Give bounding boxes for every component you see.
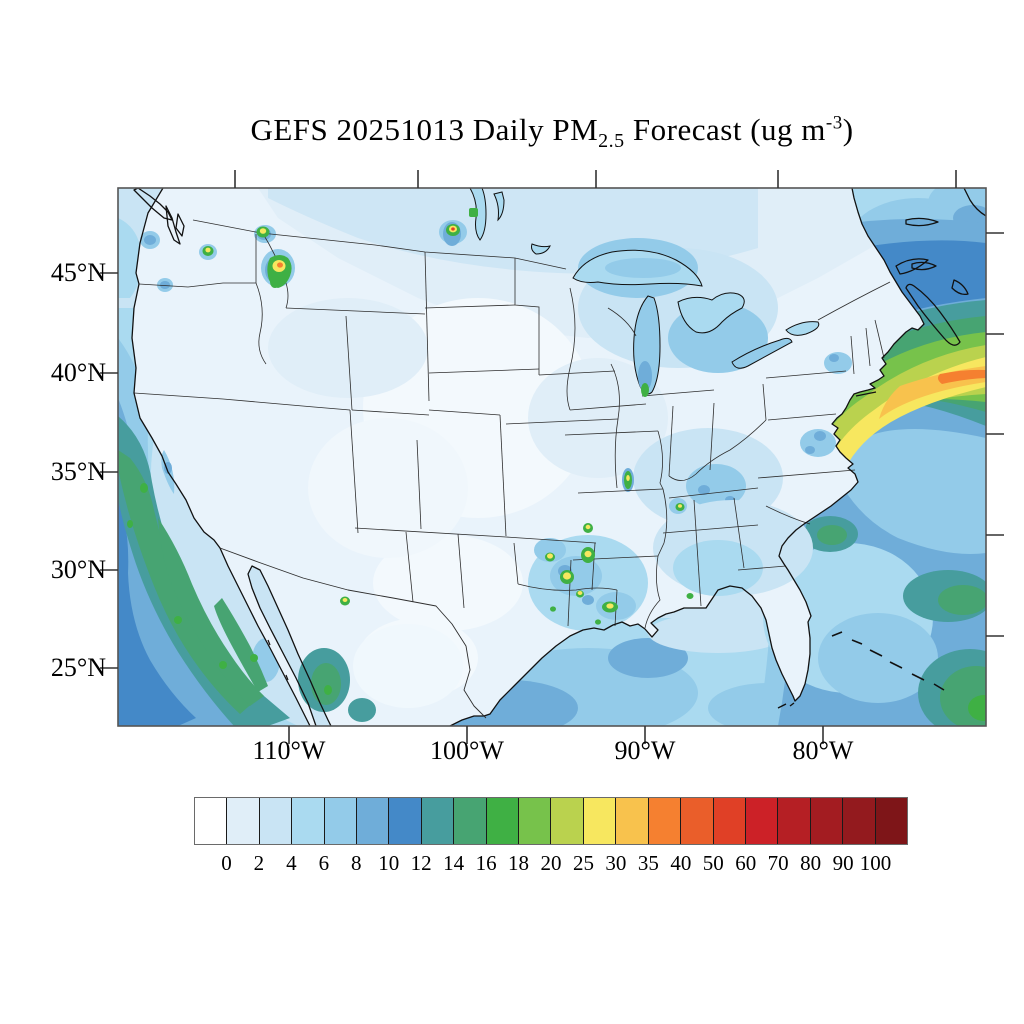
colorbar-cell — [551, 798, 584, 844]
colorbar-tick-label: 35 — [637, 851, 659, 875]
colorbar-tick-label: 50 — [702, 851, 724, 875]
colorbar-tick-label: 20 — [540, 851, 562, 875]
state-borders — [133, 219, 891, 629]
lat-label-25n: 25°N — [50, 653, 106, 682]
colorbar-cell — [195, 798, 228, 844]
colorbar-tick-label: 2 — [253, 851, 265, 875]
colorbar-cell — [227, 798, 260, 844]
lon-label-90w: 90°W — [614, 736, 676, 765]
colorbar-tick-label: 0 — [221, 851, 232, 875]
hotspot-saskatchewan — [446, 208, 478, 236]
title-subscript: 2.5 — [598, 130, 625, 153]
lat-label-45n: 45°N — [50, 258, 106, 287]
hotspot-missouri-bootheel — [624, 471, 632, 489]
colorbar-cell — [778, 798, 811, 844]
colorbar-tick-label: 25 — [572, 851, 594, 875]
colorbar-cell — [292, 798, 325, 844]
colorbar-cell — [648, 798, 682, 844]
colorbar-cell — [486, 798, 520, 844]
colorbar-tick-label: 70 — [767, 851, 789, 875]
forecast-map — [100, 170, 1004, 744]
hotspot-arkansas-cluster — [545, 523, 618, 625]
colorbar-cell — [583, 798, 617, 844]
lon-label-100w: 100°W — [430, 736, 504, 765]
colorbar-cell — [713, 798, 746, 844]
colorbar-cell — [389, 798, 422, 844]
pm25-hotspots — [202, 208, 694, 625]
axis-ticks — [100, 170, 1004, 744]
colorbar-tick-label: 80 — [800, 851, 822, 875]
hotspot-washington — [202, 246, 214, 256]
hotspot-tennessee — [675, 503, 685, 511]
colorbar-tick-label: 90 — [832, 851, 854, 875]
colorbar-tick-label: 6 — [318, 851, 330, 875]
title-prefix: GEFS 20251013 Daily PM — [250, 112, 599, 147]
title-suffix: ) — [842, 112, 854, 147]
colorbar-cell — [875, 798, 907, 844]
colorbar-tick-label: 12 — [410, 851, 432, 875]
lat-label-40n: 40°N — [50, 358, 106, 387]
colorbar-tick-label: 4 — [286, 851, 297, 875]
colorbar-tick-label: 30 — [605, 851, 627, 875]
coastline — [131, 188, 986, 726]
map-frame — [100, 170, 1004, 744]
colorbar-cell — [519, 798, 552, 844]
hotspot-chicago — [641, 383, 649, 397]
colorbar-cell — [357, 798, 390, 844]
hotspot-montana-border — [256, 226, 270, 238]
colorbar-cell — [843, 798, 876, 844]
lon-label-110w: 110°W — [252, 736, 326, 765]
colorbar-tick-label: 16 — [475, 851, 497, 875]
colorbar-tick-label: 10 — [378, 851, 400, 875]
colorbar-tick-label: 60 — [735, 851, 757, 875]
title-middle: Forecast (ug m — [624, 112, 826, 147]
colorbar — [194, 797, 908, 845]
colorbar-tick-label: 40 — [670, 851, 692, 875]
colorbar-tick-label: 14 — [443, 851, 465, 875]
title-superscript: -3 — [825, 112, 843, 134]
colorbar-cell — [454, 798, 487, 844]
colorbar-tick-label: 100 — [859, 851, 892, 875]
lat-label-35n: 35°N — [50, 457, 106, 486]
great-lakes — [469, 188, 820, 395]
colorbar-cell — [421, 798, 455, 844]
hotspot-idaho — [267, 255, 292, 288]
colorbar-cell — [324, 798, 358, 844]
colorbar-tick-label: 8 — [351, 851, 362, 875]
colorbar-tick-label: 18 — [508, 851, 530, 875]
lon-label-80w: 80°W — [792, 736, 854, 765]
colorbar-cell — [616, 798, 649, 844]
land-shading — [140, 188, 874, 722]
chart-title: GEFS 20251013 Daily PM2.5 Forecast (ug m… — [118, 112, 986, 153]
colorbar-cell — [681, 798, 714, 844]
colorbar-cell — [810, 798, 844, 844]
colorbar-cell — [259, 798, 293, 844]
colorbar-ticks: 0 2 4 6 8 10 12 14 16 18 20 25 30 35 40 50 60 70 80 90 100 — [194, 851, 908, 879]
hotspot-west-texas — [340, 596, 350, 606]
hotspot-alabama — [686, 593, 694, 599]
lat-label-30n: 30°N — [50, 555, 106, 584]
colorbar-cell — [745, 798, 779, 844]
